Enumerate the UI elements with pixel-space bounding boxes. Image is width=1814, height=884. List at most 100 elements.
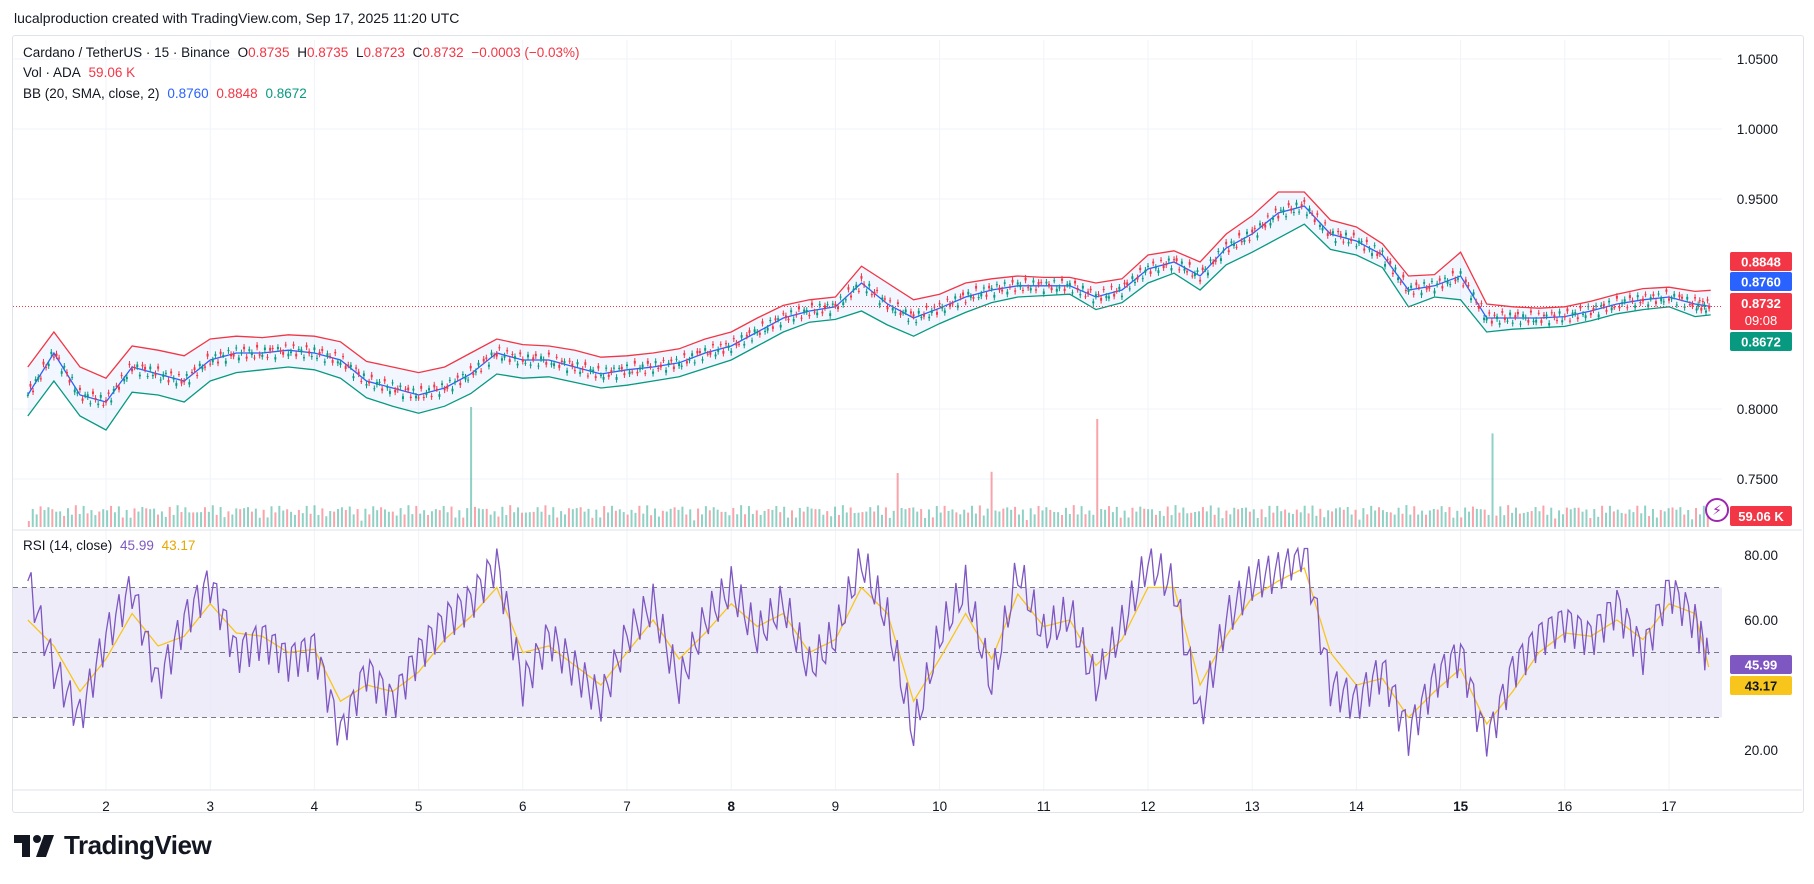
volume-bar <box>1100 509 1103 527</box>
volume-bar <box>35 514 38 527</box>
volume-bar <box>673 507 676 527</box>
candle-body <box>1605 309 1608 312</box>
volume-legend[interactable]: Vol · ADA 59.06 K <box>23 65 139 80</box>
candle-body <box>256 344 259 348</box>
symbol-label[interactable]: Cardano / TetherUS · 15 · Binance <box>23 45 230 60</box>
candle-body <box>612 367 615 369</box>
volume-bar <box>227 511 230 527</box>
volume-bar <box>1284 509 1287 527</box>
candle-body <box>1412 293 1415 295</box>
candle-body <box>693 362 696 364</box>
candle-body <box>1279 209 1282 211</box>
candle-body <box>805 309 808 313</box>
volume-bar <box>434 509 437 527</box>
candle-body <box>1399 281 1402 283</box>
candle-body <box>1290 208 1293 211</box>
volume-bar <box>908 508 911 527</box>
volume-bar <box>622 512 625 527</box>
chart-frame[interactable] <box>12 35 1804 813</box>
candle-body <box>795 314 798 316</box>
candle-body <box>1496 316 1499 320</box>
volume-bar <box>153 508 156 527</box>
candle-body <box>1584 315 1587 319</box>
candle-body <box>964 302 967 304</box>
candle-body <box>1485 318 1488 321</box>
volume-bar <box>685 514 688 527</box>
volume-bar <box>740 505 743 527</box>
candle-body <box>988 285 991 289</box>
candle-body <box>474 371 477 373</box>
candle-body <box>532 357 535 360</box>
volume-bar <box>646 505 649 527</box>
bb-legend[interactable]: BB (20, SMA, close, 2) 0.8760 0.8848 0.8… <box>23 86 311 101</box>
candle-body <box>370 374 373 378</box>
rsi-legend[interactable]: RSI (14, close) 45.99 43.17 <box>23 538 199 553</box>
volume-bar <box>693 520 696 527</box>
volume-bar <box>904 509 907 527</box>
candle-body <box>506 350 509 352</box>
candle-body <box>237 357 240 361</box>
volume-bar <box>783 506 786 527</box>
branding-text: TradingView <box>64 830 212 860</box>
volume-bar <box>141 506 144 527</box>
candle-body <box>115 385 118 387</box>
rsi-axis-label: 60.00 <box>1744 613 1778 628</box>
volume-bar <box>1107 506 1110 527</box>
volume-bar <box>1565 507 1568 527</box>
candle-body <box>1318 224 1321 227</box>
candle-body <box>1548 322 1551 326</box>
volume-bar <box>1327 510 1330 527</box>
volume-bar <box>681 506 684 527</box>
candle-body <box>1514 315 1517 318</box>
candle-body <box>1579 305 1582 309</box>
volume-bar <box>1010 509 1013 527</box>
close-value: 0.8732 <box>422 45 464 60</box>
candle-body <box>269 347 272 351</box>
volume-bar <box>1017 514 1020 527</box>
volume-bar <box>27 521 30 527</box>
candle-body <box>1214 259 1217 262</box>
volume-bar <box>454 517 457 527</box>
candle-body <box>870 294 873 296</box>
candle-body <box>373 388 376 390</box>
candle-body <box>164 372 167 374</box>
candle-body <box>386 387 389 389</box>
candle-body <box>118 386 121 390</box>
candle-body <box>1681 296 1684 299</box>
candle-body <box>292 344 295 346</box>
candle-body <box>602 376 605 380</box>
volume-bar <box>70 514 73 527</box>
volume-bar <box>1601 505 1604 527</box>
attribution-text: lucalproduction created with TradingView… <box>14 10 460 26</box>
volume-bar <box>415 505 418 527</box>
volume-bar <box>63 515 66 527</box>
candle-body <box>1084 296 1087 298</box>
candle-body <box>975 286 978 289</box>
candle-body <box>133 367 136 369</box>
time-axis-label: 7 <box>623 799 631 814</box>
candle-body <box>433 384 436 388</box>
volume-bar <box>1190 512 1193 527</box>
volume-bar <box>333 511 336 527</box>
volume-bar <box>626 514 629 527</box>
tradingview-logo[interactable]: TradingView <box>14 830 212 861</box>
candle-body <box>1621 302 1624 305</box>
candle-body <box>516 363 519 366</box>
lightning-icon[interactable]: ⚡ <box>1705 498 1729 522</box>
candle-body <box>498 347 501 349</box>
candle-body <box>1391 272 1394 275</box>
candle-body <box>709 351 712 355</box>
candle-body <box>81 398 84 401</box>
candle-body <box>230 354 233 357</box>
volume-bar <box>1413 506 1416 527</box>
volume-bar <box>1479 509 1482 527</box>
candle-body <box>1555 320 1558 322</box>
volume-bar <box>1307 513 1310 527</box>
candle-body <box>1282 209 1285 213</box>
candle-body <box>1081 285 1084 289</box>
candle-body <box>1378 252 1381 255</box>
volume-bar <box>869 507 872 527</box>
volume-bar <box>462 517 465 527</box>
volume-bar <box>1655 517 1658 527</box>
